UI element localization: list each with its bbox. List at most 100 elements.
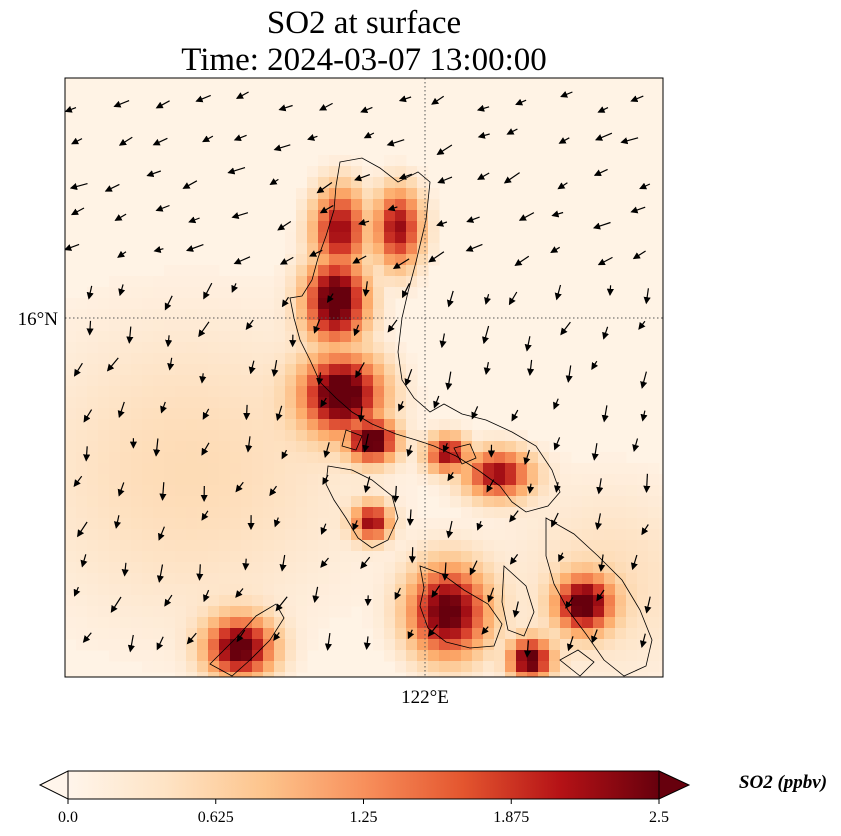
so2-cell: [263, 298, 275, 310]
so2-cell: [373, 276, 385, 288]
so2-cell: [318, 177, 330, 189]
so2-cell: [395, 650, 407, 662]
so2-cell: [461, 474, 473, 486]
so2-cell: [109, 562, 121, 574]
so2-cell: [76, 474, 88, 486]
so2-cell: [648, 474, 660, 486]
so2-cell: [241, 584, 253, 596]
so2-cell: [65, 496, 77, 508]
so2-cell: [120, 628, 132, 640]
so2-cell: [340, 166, 352, 178]
so2-cell: [274, 375, 286, 387]
wind-arrow: [593, 168, 608, 177]
so2-cell: [648, 661, 660, 673]
so2-cell: [626, 562, 638, 574]
so2-cell: [230, 507, 242, 519]
so2-cell: [153, 419, 165, 431]
so2-cell: [263, 628, 275, 640]
so2-cell: [87, 430, 99, 442]
so2-cell: [208, 672, 220, 677]
so2-cell: [65, 474, 77, 486]
so2-cell: [307, 232, 319, 244]
wind-arrow: [117, 401, 125, 419]
so2-cell: [472, 540, 484, 552]
so2-cell: [219, 518, 231, 530]
so2-cell: [406, 496, 418, 508]
so2-cell: [230, 474, 242, 486]
so2-cell: [615, 672, 627, 677]
so2-cell: [153, 452, 165, 464]
so2-cell: [648, 485, 660, 497]
wind-arrow: [152, 137, 168, 146]
wind-arrow: [83, 446, 91, 462]
so2-cell: [494, 507, 506, 519]
so2-cell: [560, 529, 572, 541]
so2-cell: [384, 518, 396, 530]
so2-cell: [208, 617, 220, 629]
so2-cell: [65, 551, 77, 563]
so2-cell: [516, 661, 528, 673]
wind-arrow: [363, 636, 371, 650]
wind-arrow: [278, 104, 293, 112]
wind-arrow: [620, 137, 639, 145]
so2-cell: [252, 474, 264, 486]
so2-cell: [131, 485, 143, 497]
so2-cell: [406, 265, 418, 277]
so2-cell: [307, 540, 319, 552]
so2-cell: [241, 298, 253, 310]
so2-cell: [153, 518, 165, 530]
wind-arrow: [114, 213, 127, 221]
so2-cell: [384, 452, 396, 464]
wind-arrow: [203, 589, 210, 603]
so2-cell: [285, 364, 297, 376]
so2-cell: [208, 452, 220, 464]
so2-cell: [582, 606, 594, 618]
so2-cell: [175, 287, 187, 299]
so2-cell: [351, 364, 363, 376]
so2-cell: [87, 606, 99, 618]
so2-cell: [318, 353, 330, 365]
so2-cell: [175, 364, 187, 376]
so2-cell: [142, 540, 154, 552]
so2-cell: [318, 551, 330, 563]
so2-cell: [109, 397, 121, 409]
so2-cell: [65, 309, 77, 321]
wind-arrow: [271, 359, 279, 377]
so2-cell: [384, 309, 396, 321]
so2-cell: [560, 573, 572, 585]
so2-cell: [560, 474, 572, 486]
so2-cell: [241, 551, 253, 563]
so2-cell: [351, 419, 363, 431]
so2-cell: [230, 298, 242, 310]
so2-cell: [131, 650, 143, 662]
so2-cell: [87, 353, 99, 365]
so2-cell: [219, 441, 231, 453]
wind-arrow: [477, 172, 490, 180]
so2-cell: [571, 584, 583, 596]
so2-cell: [417, 188, 429, 200]
wind-arrow: [406, 509, 414, 526]
so2-cell: [593, 496, 605, 508]
so2-cell: [131, 419, 143, 431]
so2-cell: [307, 529, 319, 541]
so2-cell: [549, 562, 561, 574]
so2-cell: [527, 507, 539, 519]
so2-cell: [109, 507, 121, 519]
so2-cell: [450, 452, 462, 464]
so2-cell: [307, 595, 319, 607]
so2-cell: [263, 639, 275, 651]
so2-cell: [417, 177, 429, 189]
so2-cell: [65, 507, 77, 519]
wind-arrow: [431, 95, 445, 105]
so2-cell: [219, 298, 231, 310]
so2-cell: [329, 452, 341, 464]
so2-cell: [571, 573, 583, 585]
so2-cell: [505, 540, 517, 552]
so2-cell: [571, 562, 583, 574]
colorbar-tick-label: 0.0: [58, 809, 78, 826]
wind-arrow: [360, 106, 373, 113]
so2-cell: [164, 430, 176, 442]
so2-cell: [538, 661, 550, 673]
so2-cell: [120, 342, 132, 354]
so2-cell: [98, 540, 110, 552]
